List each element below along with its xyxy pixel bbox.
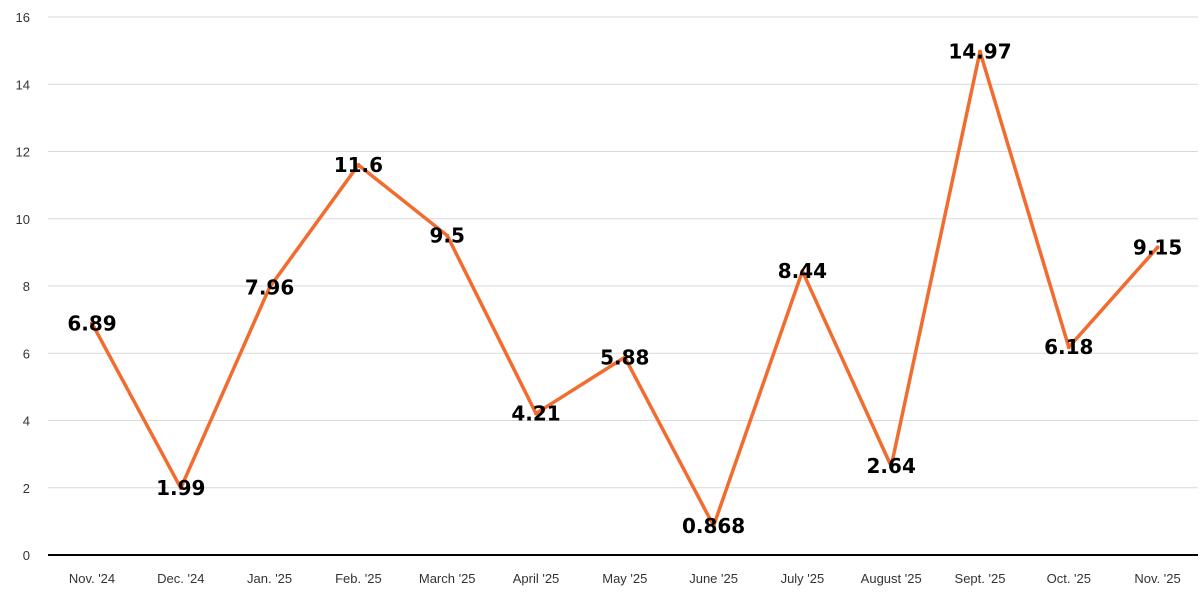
x-tick-label: Jan. '25 — [247, 571, 292, 586]
data-label: 4.21 — [511, 401, 560, 425]
y-tick-label: 8 — [23, 279, 30, 294]
y-tick-label: 10 — [16, 212, 30, 227]
data-point — [90, 321, 94, 326]
data-label: 9.15 — [1133, 235, 1182, 259]
x-tick-label: Sept. '25 — [955, 571, 1006, 586]
data-point — [534, 411, 538, 416]
data-label: 11.6 — [334, 153, 383, 177]
data-label: 14.97 — [948, 40, 1011, 64]
gridlines — [48, 16, 1198, 489]
data-point — [1155, 245, 1160, 250]
x-tick-label: May '25 — [602, 571, 647, 586]
y-tick-label: 16 — [16, 10, 30, 25]
y-tick-label: 12 — [16, 145, 30, 160]
data-point — [178, 486, 183, 491]
data-point — [622, 355, 627, 360]
data-label: 6.89 — [67, 311, 116, 335]
y-tick-label: 6 — [23, 346, 30, 361]
x-tick-label: August '25 — [861, 571, 922, 586]
data-point — [978, 49, 982, 54]
x-tick-label: Dec. '24 — [157, 571, 204, 586]
data-point — [711, 523, 716, 528]
x-axis-tick-labels: Nov. '24 Dec. '24 Jan. '25 Feb. '25 March '2… — [69, 571, 1181, 586]
y-axis-tick-labels: 0 2 4 6 8 10 12 14 16 — [16, 10, 30, 563]
x-tick-label: Feb. '25 — [335, 571, 382, 586]
y-tick-label: 4 — [23, 414, 30, 429]
data-label: 1.99 — [156, 476, 205, 500]
y-tick-label: 14 — [16, 77, 30, 92]
data-point — [800, 269, 805, 274]
data-label: 5.88 — [600, 345, 649, 369]
y-tick-label: 2 — [23, 481, 30, 496]
data-point — [889, 464, 894, 469]
x-tick-label: Nov. '24 — [69, 571, 115, 586]
x-tick-label: July '25 — [781, 571, 825, 586]
data-label: 6.18 — [1044, 335, 1093, 359]
data-point — [1066, 345, 1071, 350]
x-tick-label: Nov. '25 — [1134, 571, 1180, 586]
data-point — [356, 162, 361, 167]
data-point — [445, 233, 450, 238]
data-label: 8.44 — [778, 259, 827, 283]
data-label: 9.5 — [429, 224, 464, 248]
x-tick-label: April '25 — [513, 571, 560, 586]
data-label: 7.96 — [245, 275, 294, 299]
x-tick-label: Oct. '25 — [1047, 571, 1091, 586]
y-tick-label: 0 — [23, 548, 30, 563]
data-label: 2.64 — [867, 454, 916, 478]
x-tick-label: March '25 — [419, 571, 476, 586]
data-label: 0.868 — [682, 514, 745, 538]
x-tick-label: June '25 — [689, 571, 738, 586]
series-layer — [90, 49, 1160, 528]
data-labels: 6.89 1.99 7.96 11.6 9.5 4.21 5.88 0.868 8.44 2.64… — [67, 40, 1182, 538]
data-point — [267, 285, 272, 290]
